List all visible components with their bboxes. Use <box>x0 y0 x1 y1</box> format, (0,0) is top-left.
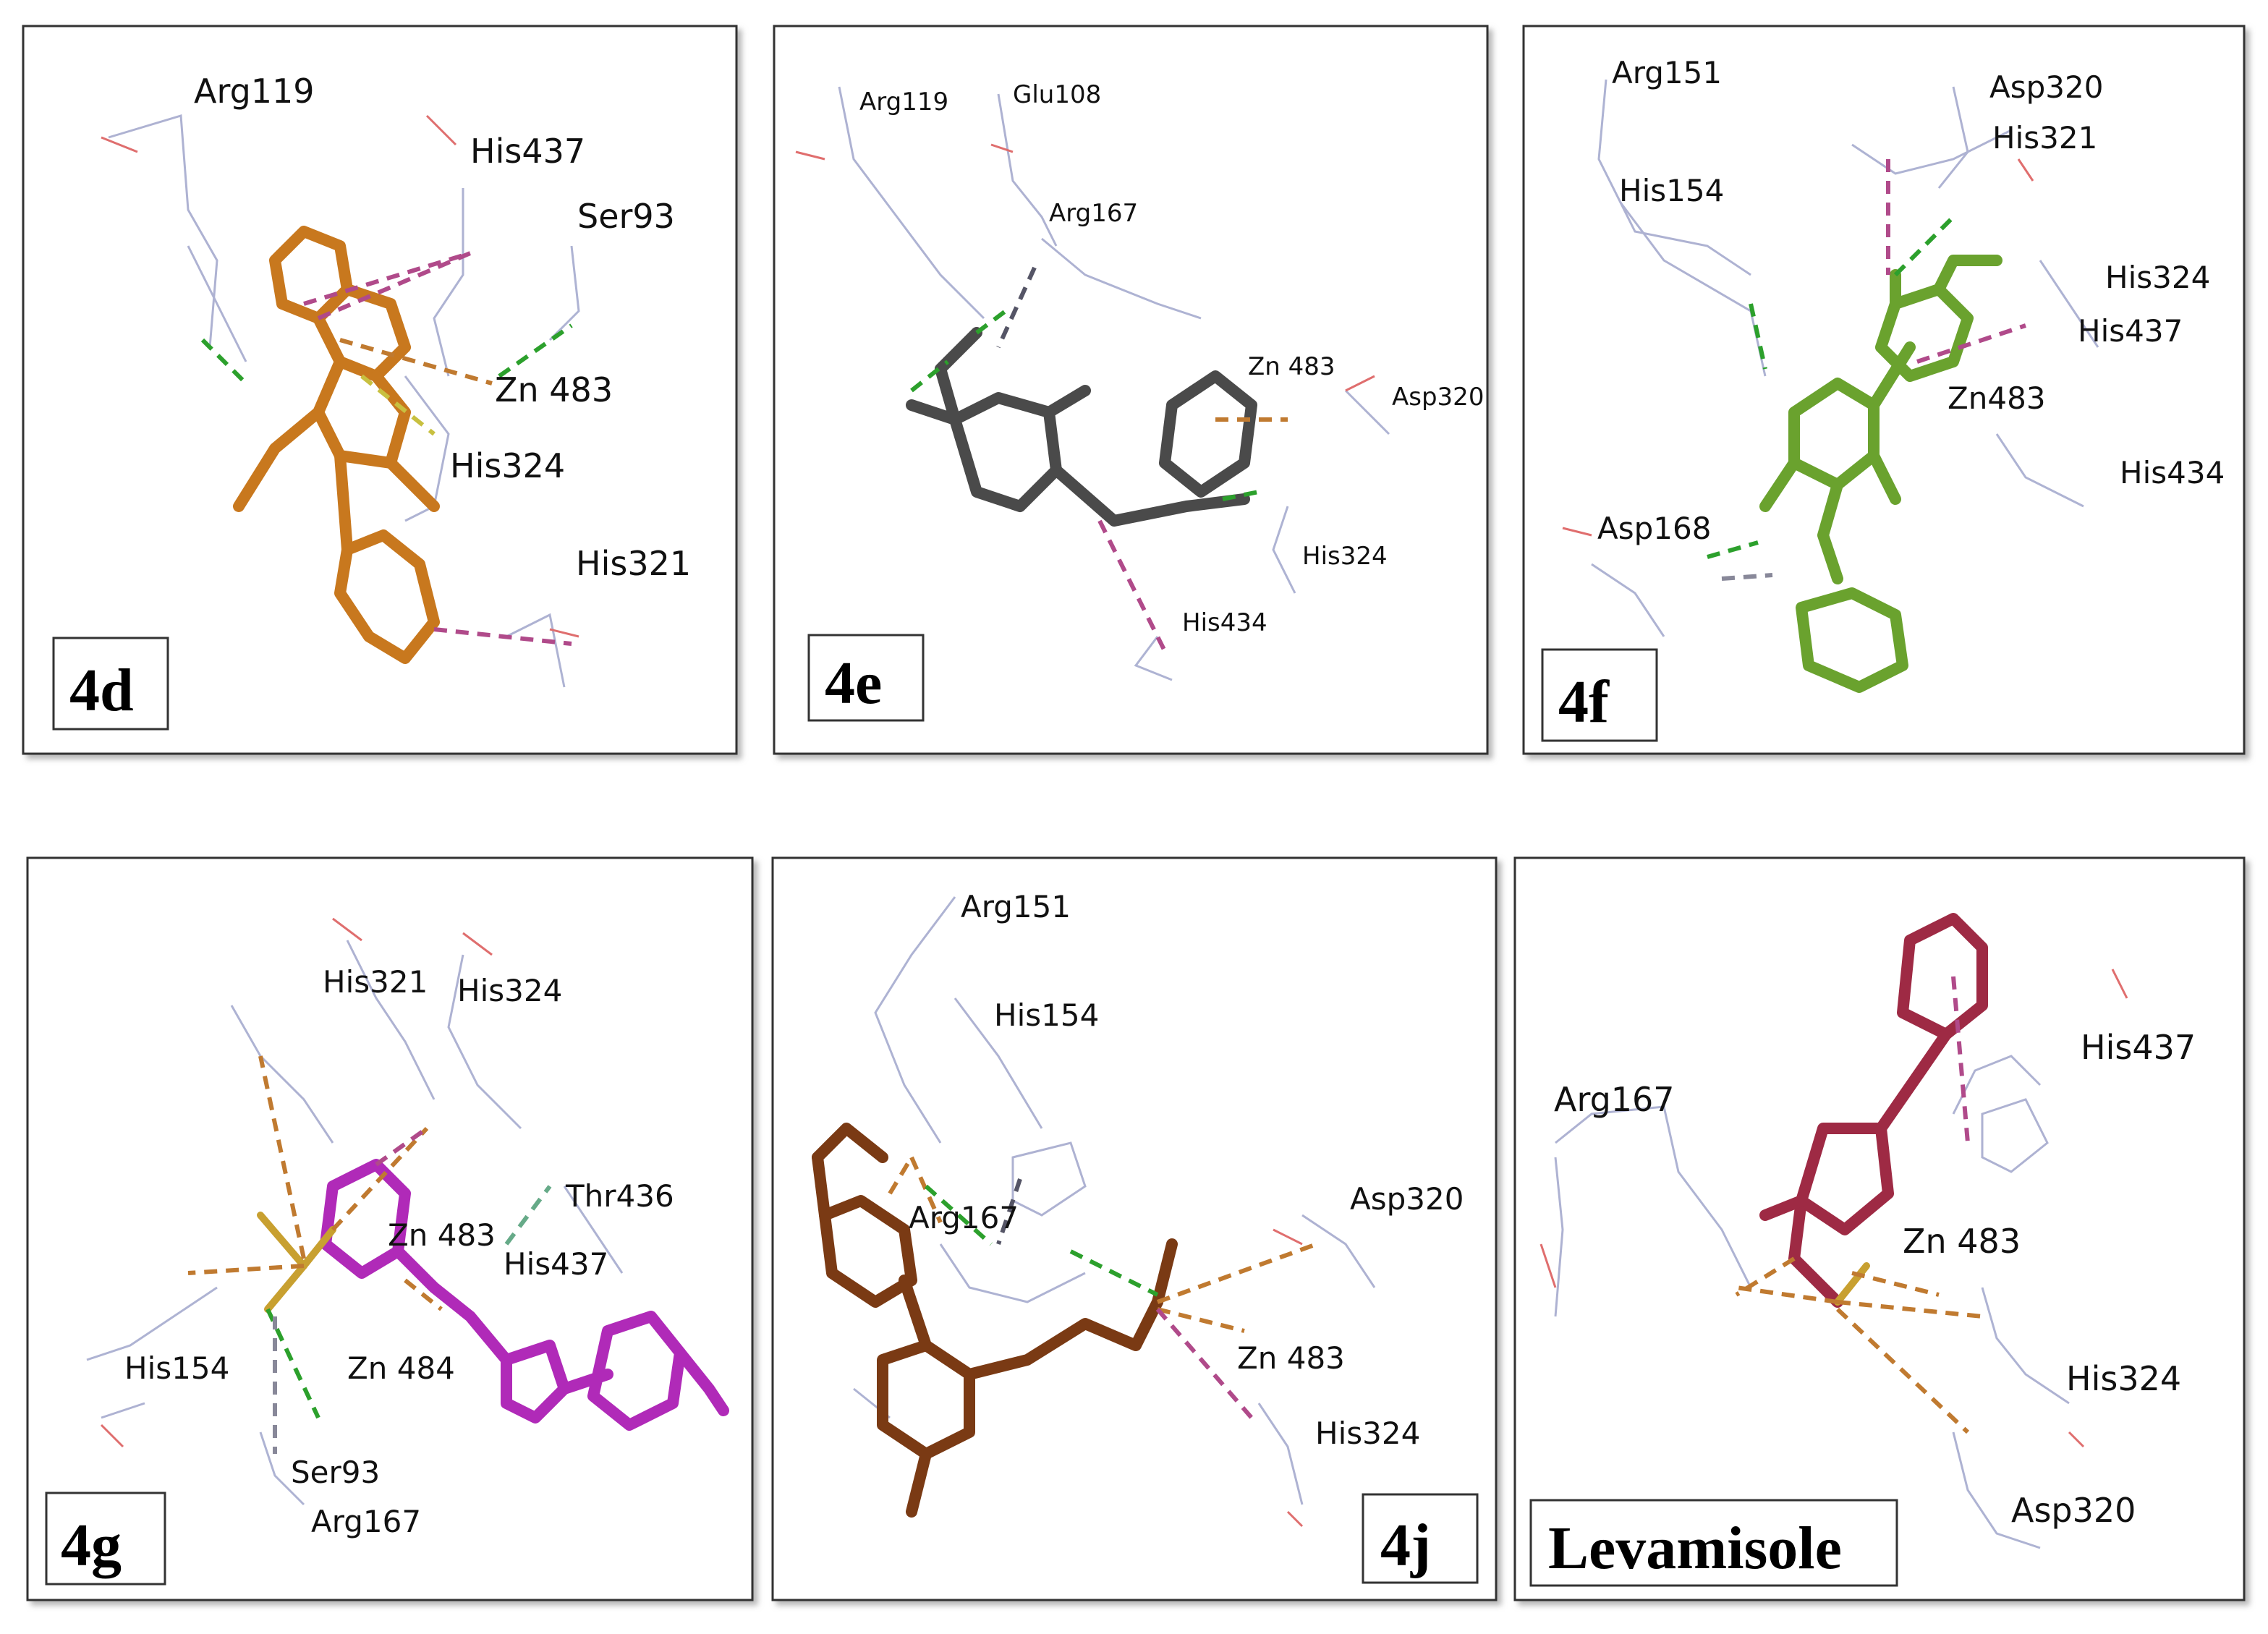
panel-4g: His321 His324 Thr436 Zn 483 His437 His15… <box>26 856 754 1601</box>
residue-label: Arg167 <box>909 1200 1019 1235</box>
residue-label: His437 <box>504 1246 608 1282</box>
residue-label: His321 <box>323 964 428 1000</box>
residue-label: His324 <box>2105 260 2210 295</box>
residue-label: Arg167 <box>1554 1080 1675 1119</box>
panel-tag: Levamisole <box>1548 1515 1842 1582</box>
residue-label: His437 <box>470 132 585 171</box>
panel-tag: 4j <box>1380 1512 1431 1579</box>
residue-label: Arg119 <box>194 72 315 111</box>
interactions-4j <box>888 1156 1318 1419</box>
zinc-label: Zn 483 <box>495 370 613 409</box>
residue-label: Arg151 <box>961 889 1071 924</box>
residue-label: Asp320 <box>2011 1491 2136 1530</box>
residue-label: Ser93 <box>577 197 675 236</box>
residue-label: His324 <box>457 973 562 1008</box>
residue-label: His154 <box>994 997 1099 1033</box>
zinc-label: Zn 483 <box>1237 1340 1345 1376</box>
sulfonyl-4g <box>257 1212 336 1313</box>
residue-label: His437 <box>2078 313 2183 349</box>
panel-4f: Arg151 Asp320 His321 His154 His324 His43… <box>1522 25 2246 755</box>
residue-lines-4f <box>1562 79 2099 637</box>
panel-4j: Arg151 His154 Arg167 Asp320 Zn 483 His32… <box>771 856 1498 1601</box>
residue-label: Glu108 <box>1013 80 1101 109</box>
zinc-label: Zn 484 <box>347 1350 455 1386</box>
thiazole-sulfur-levamisole <box>1834 1262 1870 1306</box>
residue-label: His324 <box>1302 542 1388 571</box>
ligand-4j <box>812 1123 1178 1518</box>
residue-label: Arg119 <box>859 88 948 116</box>
ligand-4e <box>906 327 1257 527</box>
residue-label: His324 <box>1315 1416 1420 1451</box>
residue-label: His324 <box>450 446 565 485</box>
zinc-label: Zn483 <box>1948 380 2046 416</box>
panel-tag: 4f <box>1558 668 1610 736</box>
residue-label: His154 <box>1619 173 1724 208</box>
interactions-levamisole <box>1735 976 1983 1434</box>
panel-tag: 4g <box>61 1512 122 1579</box>
residue-lines-4g <box>86 917 624 1506</box>
residue-label: His324 <box>2066 1359 2181 1398</box>
interactions-4g <box>187 1055 552 1454</box>
residue-label: His434 <box>2120 455 2225 490</box>
interactions-4e <box>910 266 1288 652</box>
residue-label: Asp320 <box>1989 69 2103 105</box>
zinc-label: Zn 483 <box>1903 1222 2021 1261</box>
residue-label: His321 <box>576 544 691 583</box>
panel-tag: 4e <box>825 650 882 717</box>
residue-label: Arg167 <box>311 1504 421 1539</box>
residue-label: Asp168 <box>1597 511 1711 546</box>
panel-4d: Arg119 His437 Ser93 Zn 483 His324 His321… <box>22 25 738 755</box>
residue-label: Asp320 <box>1392 383 1484 412</box>
residue-label: Arg151 <box>1612 55 1722 90</box>
zinc-label: Zn 483 <box>388 1217 496 1253</box>
residue-lines-4j <box>853 896 1376 1528</box>
residue-lines-4d <box>101 114 580 688</box>
residue-lines-4e <box>795 86 1390 681</box>
panel-4e: Arg119 Glu108 Arg167 Zn 483 Asp320 His32… <box>773 25 1489 755</box>
residue-label: His434 <box>1182 608 1267 637</box>
zinc-label: Zn 483 <box>1248 352 1335 381</box>
residue-label: Thr436 <box>565 1178 674 1214</box>
residue-label: His154 <box>124 1350 229 1386</box>
panel-tag: 4d <box>69 657 134 724</box>
ligand-4f <box>1759 255 2002 693</box>
interactions-4f <box>1707 159 2026 581</box>
interactions-4d <box>200 251 573 646</box>
residue-label: Ser93 <box>291 1455 380 1490</box>
residue-label: His321 <box>1992 120 2097 156</box>
ligand-levamisole <box>1759 913 1988 1308</box>
residue-label: His437 <box>2081 1028 2196 1067</box>
panel-levamisole: His437 Arg167 Zn 483 His324 Asp320 Levam… <box>1513 856 2246 1601</box>
residue-label: Arg167 <box>1049 199 1138 228</box>
residue-label: Asp320 <box>1350 1181 1464 1217</box>
